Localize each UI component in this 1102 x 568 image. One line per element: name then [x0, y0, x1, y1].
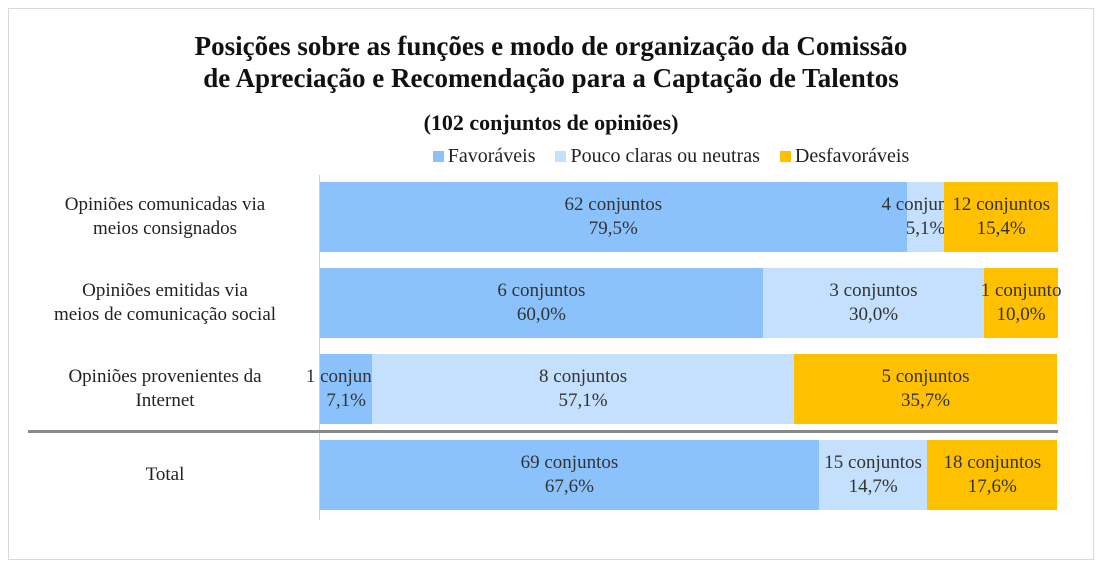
bar-segment [927, 440, 1058, 510]
data-label-line: 62 conjuntos [564, 194, 663, 215]
data-label-line: 15,4% [976, 218, 1026, 239]
chart-title: Posições sobre as funções e modo de orga… [194, 31, 908, 93]
bar-segment [818, 440, 928, 510]
category-label: Total [145, 464, 185, 485]
bar-segment [320, 440, 819, 510]
frame [8, 8, 1094, 560]
data-label: 69 conjuntos 67,6% [469, 440, 669, 510]
axis-line [319, 175, 320, 520]
bar-segment [372, 354, 794, 424]
data-label: 62 conjuntos 79,5% [513, 182, 713, 252]
data-label-line: 10,0% [996, 304, 1046, 325]
bar-segment [944, 182, 1058, 252]
data-label-line: 1 conjunto [980, 280, 1062, 301]
bar-segment [984, 268, 1058, 338]
data-label-line: 14,7% [848, 476, 898, 497]
data-label-line: 79,5% [588, 218, 638, 239]
legend-swatch [555, 151, 567, 162]
category-label: Opiniões provenientes da Internet [68, 366, 262, 411]
category-label: Opiniões emitidas via meios de comunicaç… [53, 280, 277, 325]
data-label-line: 5,1% [905, 218, 946, 239]
data-label-line: 1 conjunto [305, 366, 387, 387]
data-label-line: 3 conjuntos [829, 280, 918, 301]
data-label-line: 67,6% [544, 476, 594, 497]
legend-item: Desfavoráveis [779, 145, 910, 168]
data-label-line: 15 conjuntos [824, 452, 922, 473]
data-label: 15 conjuntos 14,7% [773, 440, 973, 510]
data-label-line: 35,7% [900, 390, 951, 411]
data-label-line: 12 conjuntos [952, 194, 1050, 215]
chart-subtitle: (102 conjuntos de opiniões) [423, 110, 679, 135]
data-label-line: 6 conjuntos [497, 280, 586, 301]
legend-label: Desfavoráveis [794, 145, 910, 167]
category-label: Opiniões comunicadas via meios consignad… [64, 194, 266, 239]
legend-label: Favoráveis [447, 145, 536, 167]
data-label-line: 7,1% [326, 390, 366, 411]
data-label: 5 conjuntos 35,7% [826, 354, 1026, 424]
legend-swatch [432, 151, 444, 162]
data-label: 18 conjuntos 17,6% [892, 440, 1092, 510]
data-label: 8 conjuntos 57,1% [483, 354, 683, 424]
bar-segment [906, 182, 945, 252]
data-label-line: 60,0% [516, 304, 566, 325]
data-label-line: 17,6% [967, 476, 1017, 497]
separator [28, 430, 1058, 433]
bar-segment [793, 354, 1058, 424]
data-label: 1 conjunto 10,0% [921, 268, 1102, 338]
bar-segment [762, 268, 985, 338]
data-label-line: 57,1% [558, 390, 608, 411]
legend: Favoráveis Pouco claras ou neutras Desfavo… [0, 145, 1102, 168]
data-label-line: 30,0% [848, 304, 899, 325]
legend-label: Pouco claras ou neutras [570, 145, 760, 167]
bar-segment [320, 268, 763, 338]
data-label-line: 8 conjuntos [539, 366, 628, 387]
data-label-line: 5 conjuntos [881, 366, 970, 387]
legend-item: Favoráveis [432, 145, 536, 168]
data-label-line: 18 conjuntos [943, 452, 1042, 473]
bar-segment [320, 182, 907, 252]
bar-segment [320, 354, 373, 424]
legend-swatch [779, 151, 791, 162]
legend-item: Pouco claras ou neutras [555, 145, 760, 168]
data-label: 6 conjuntos 60,0% [441, 268, 641, 338]
data-label: 1 conjunto 7,1% [246, 354, 446, 424]
data-label-line: 69 conjuntos [520, 452, 619, 473]
data-label: 3 conjuntos 30,0% [774, 268, 974, 338]
data-label: 12 conjuntos 15,4% [901, 182, 1101, 252]
